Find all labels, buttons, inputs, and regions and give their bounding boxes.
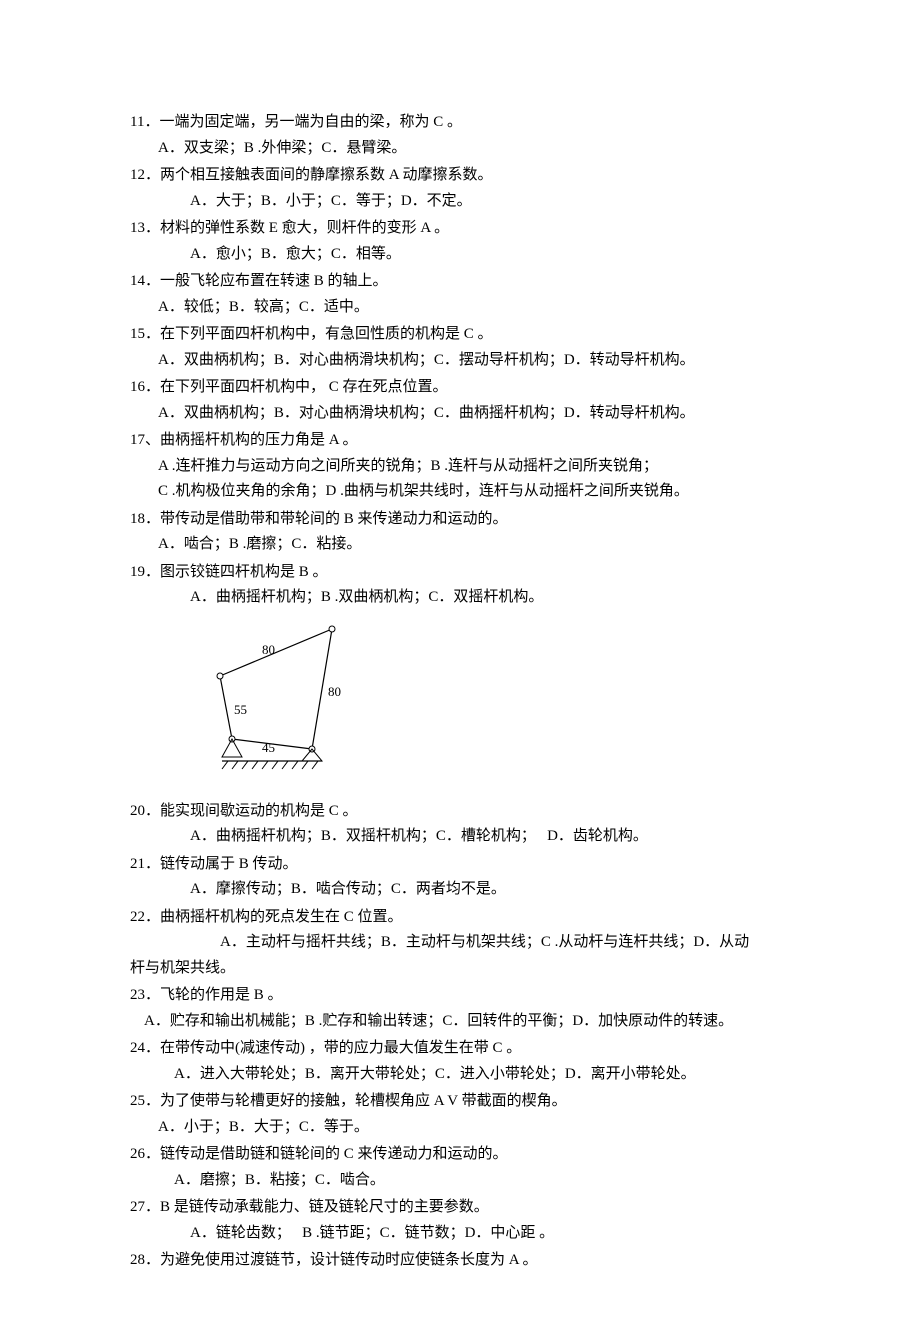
fig-label-right: 80: [328, 681, 341, 703]
question-16: 16．在下列平面四杆机构中， C 存在死点位置。 A．双曲柄机构；B．对心曲柄滑…: [130, 375, 800, 426]
question-21: 21．链传动属于 B 传动。 A．摩擦传动；B．啮合传动；C．两者均不是。: [130, 852, 800, 903]
q20-options: A．曲柄摇杆机构；B．双摇杆机构；C．槽轮机构； D．齿轮机构。: [130, 824, 800, 850]
document-page: 11．一端为固定端，另一端为自由的梁，称为 C 。 A．双支梁；B .外伸梁；C…: [0, 0, 920, 1336]
q15-options: A．双曲柄机构；B．对心曲柄滑块机构；C．摆动导杆机构；D．转动导杆机构。: [130, 348, 800, 374]
question-12: 12．两个相互接触表面间的静摩擦系数 A 动摩擦系数。 A．大于；B．小于；C．…: [130, 163, 800, 214]
q16-text: 16．在下列平面四杆机构中， C 存在死点位置。: [130, 375, 800, 401]
question-13: 13．材料的弹性系数 E 愈大，则杆件的变形 A 。 A．愈小；B．愈大；C．相…: [130, 216, 800, 267]
question-17: 17、曲柄摇杆机构的压力角是 A 。 A .连杆推力与运动方向之间所夹的锐角；B…: [130, 428, 800, 505]
q22-text: 22．曲柄摇杆机构的死点发生在 C 位置。: [130, 905, 800, 931]
q11-text: 11．一端为固定端，另一端为自由的梁，称为 C 。: [130, 110, 800, 136]
q14-options: A．较低；B．较高；C．适中。: [130, 295, 800, 321]
question-18: 18．带传动是借助带和带轮间的 B 来传递动力和运动的。 A．啮合；B .磨擦；…: [130, 507, 800, 558]
q26-text: 26．链传动是借助链和链轮间的 C 来传递动力和运动的。: [130, 1142, 800, 1168]
question-15: 15．在下列平面四杆机构中，有急回性质的机构是 C 。 A．双曲柄机构；B．对心…: [130, 322, 800, 373]
q25-text: 25．为了使带与轮槽更好的接触，轮槽楔角应 A V 带截面的楔角。: [130, 1089, 800, 1115]
question-23: 23．飞轮的作用是 B 。 A．贮存和输出机械能；B .贮存和输出转速；C．回转…: [130, 983, 800, 1034]
question-28: 28．为避免使用过渡链节，设计链传动时应使链条长度为 A 。: [130, 1248, 800, 1274]
q18-text: 18．带传动是借助带和带轮间的 B 来传递动力和运动的。: [130, 507, 800, 533]
question-11: 11．一端为固定端，另一端为自由的梁，称为 C 。 A．双支梁；B .外伸梁；C…: [130, 110, 800, 161]
question-24: 24．在带传动中(减速传动) ，带的应力最大值发生在带 C 。 A．进入大带轮处…: [130, 1036, 800, 1087]
question-19: 19．图示铰链四杆机构是 B 。 A．曲柄摇杆机构；B .双曲柄机构；C．双摇杆…: [130, 560, 800, 611]
q19-text: 19．图示铰链四杆机构是 B 。: [130, 560, 800, 586]
q23-options: A．贮存和输出机械能；B .贮存和输出转速；C．回转件的平衡；D．加快原动件的转…: [130, 1009, 800, 1035]
q24-options: A．进入大带轮处；B．离开大带轮处；C．进入小带轮处；D．离开小带轮处。: [130, 1062, 800, 1088]
q28-text: 28．为避免使用过渡链节，设计链传动时应使链条长度为 A 。: [130, 1248, 800, 1274]
q13-options: A．愈小；B．愈大；C．相等。: [130, 242, 800, 268]
question-25: 25．为了使带与轮槽更好的接触，轮槽楔角应 A V 带截面的楔角。 A．小于；B…: [130, 1089, 800, 1140]
q17-text: 17、曲柄摇杆机构的压力角是 A 。: [130, 428, 800, 454]
fig-label-left: 55: [234, 699, 247, 721]
question-27: 27．B 是链传动承载能力、链及链轮尺寸的主要参数。 A．链轮齿数； B .链节…: [130, 1195, 800, 1246]
q23-text: 23．飞轮的作用是 B 。: [130, 983, 800, 1009]
q25-options: A．小于；B．大于；C．等于。: [130, 1115, 800, 1141]
q27-text: 27．B 是链传动承载能力、链及链轮尺寸的主要参数。: [130, 1195, 800, 1221]
q11-options: A．双支梁；B .外伸梁；C．悬臂梁。: [130, 136, 800, 162]
q21-options: A．摩擦传动；B．啮合传动；C．两者均不是。: [130, 877, 800, 903]
q20-text: 20．能实现间歇运动的机构是 C 。: [130, 799, 800, 825]
q13-text: 13．材料的弹性系数 E 愈大，则杆件的变形 A 。: [130, 216, 800, 242]
q26-options: A．磨擦；B．粘接；C．啮合。: [130, 1168, 800, 1194]
q24-text: 24．在带传动中(减速传动) ，带的应力最大值发生在带 C 。: [130, 1036, 800, 1062]
four-bar-figure: 80 80 55 45: [212, 621, 800, 781]
q22-options-b: 杆与机架共线。: [130, 956, 800, 982]
q22-options-a: A．主动杆与摇杆共线；B．主动杆与机架共线；C .从动杆与连杆共线；D．从动: [130, 930, 800, 956]
fig-label-bottom: 45: [262, 737, 275, 759]
question-20: 20．能实现间歇运动的机构是 C 。 A．曲柄摇杆机构；B．双摇杆机构；C．槽轮…: [130, 799, 800, 850]
q12-options: A．大于；B．小于；C．等于；D．不定。: [130, 189, 800, 215]
q15-text: 15．在下列平面四杆机构中，有急回性质的机构是 C 。: [130, 322, 800, 348]
question-22: 22．曲柄摇杆机构的死点发生在 C 位置。 A．主动杆与摇杆共线；B．主动杆与机…: [130, 905, 800, 982]
q21-text: 21．链传动属于 B 传动。: [130, 852, 800, 878]
q17-options-a: A .连杆推力与运动方向之间所夹的锐角；B .连杆与从动摇杆之间所夹锐角；: [130, 454, 800, 480]
q14-text: 14．一般飞轮应布置在转速 B 的轴上。: [130, 269, 800, 295]
q16-options: A．双曲柄机构；B．对心曲柄滑块机构；C．曲柄摇杆机构；D．转动导杆机构。: [130, 401, 800, 427]
question-14: 14．一般飞轮应布置在转速 B 的轴上。 A．较低；B．较高；C．适中。: [130, 269, 800, 320]
fig-label-top: 80: [262, 639, 275, 661]
question-26: 26．链传动是借助链和链轮间的 C 来传递动力和运动的。 A．磨擦；B．粘接；C…: [130, 1142, 800, 1193]
q27-options: A．链轮齿数； B .链节距；C．链节数；D．中心距 。: [130, 1221, 800, 1247]
q19-options: A．曲柄摇杆机构；B .双曲柄机构；C．双摇杆机构。: [130, 585, 800, 611]
q12-text: 12．两个相互接触表面间的静摩擦系数 A 动摩擦系数。: [130, 163, 800, 189]
q18-options: A．啮合；B .磨擦；C．粘接。: [130, 532, 800, 558]
q17-options-b: C .机构极位夹角的余角；D .曲柄与机架共线时，连杆与从动摇杆之间所夹锐角。: [130, 479, 800, 505]
